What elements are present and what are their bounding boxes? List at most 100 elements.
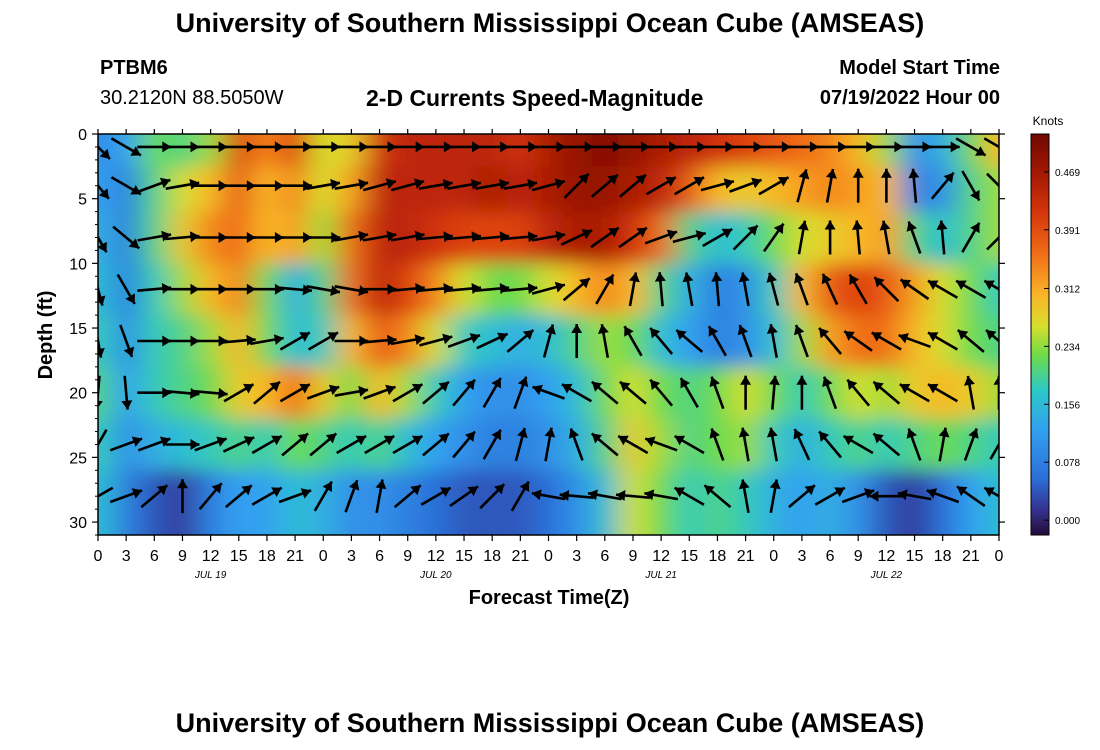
current-arrow	[852, 220, 863, 255]
heatmap-cell	[816, 470, 846, 535]
current-arrow	[936, 220, 948, 255]
heatmap-cell	[984, 315, 999, 368]
current-arrow	[531, 230, 566, 242]
heatmap-cell	[309, 166, 339, 213]
current-arrow	[109, 488, 143, 504]
footer-title: University of Southern Mississippi Ocean…	[175, 708, 925, 738]
current-arrow	[306, 178, 341, 190]
heatmap-cell	[337, 166, 367, 213]
heatmap-cell	[98, 470, 115, 535]
current-arrow	[482, 429, 502, 460]
heatmap-cell	[281, 470, 311, 535]
x-tick-label: 0	[544, 548, 553, 565]
current-arrow	[675, 329, 704, 353]
heatmap-cell	[112, 470, 142, 535]
current-arrow	[390, 283, 425, 294]
current-arrow	[513, 376, 529, 410]
x-tick-label: 0	[94, 548, 103, 565]
current-arrow	[738, 427, 750, 462]
current-arrow	[930, 171, 955, 200]
heatmap-cell	[224, 134, 254, 168]
current-arrow	[619, 173, 647, 198]
heatmap-cell	[928, 470, 958, 535]
current-arrow	[986, 235, 999, 251]
current-arrow	[334, 230, 369, 242]
current-arrow	[985, 329, 999, 343]
heatmap-cell	[168, 166, 198, 213]
current-arrow	[796, 375, 808, 410]
current-arrow	[531, 178, 566, 192]
current-arrow	[98, 486, 114, 498]
current-arrow	[703, 484, 732, 509]
heatmap-cell	[478, 166, 508, 213]
current-arrow	[843, 330, 873, 352]
current-arrow	[766, 323, 778, 358]
colorbar-title: Knots	[1033, 114, 1064, 128]
current-arrow	[559, 490, 594, 501]
heatmap-cell	[393, 470, 423, 535]
heatmap-cell	[759, 166, 789, 213]
current-arrow	[871, 331, 902, 351]
current-arrow	[797, 220, 809, 255]
current-arrow	[110, 137, 142, 157]
current-arrow	[278, 488, 312, 504]
current-arrow	[732, 224, 759, 251]
current-arrow	[738, 272, 750, 307]
current-arrow	[452, 430, 476, 459]
heatmap-cell	[590, 470, 620, 535]
current-arrow	[595, 273, 615, 305]
heatmap-cell	[98, 418, 115, 472]
heatmap-cell	[900, 134, 930, 168]
current-arrow	[363, 384, 396, 400]
current-arrow	[249, 334, 284, 346]
current-arrow	[702, 227, 733, 248]
current-arrow	[925, 141, 960, 153]
x-tick-label: 0	[769, 548, 778, 565]
heatmap-cell	[478, 134, 508, 168]
heatmap-cell	[450, 470, 480, 535]
x-tick-label: 15	[680, 548, 698, 565]
x-tick-label: 15	[906, 548, 924, 565]
current-arrow	[927, 383, 959, 403]
current-arrow	[362, 334, 397, 346]
heatmap-cell	[647, 470, 677, 535]
x-tick-label: 0	[995, 548, 1004, 565]
current-arrow	[121, 375, 133, 410]
current-arrow	[619, 380, 647, 405]
station-id: PTBM6	[100, 57, 168, 79]
current-arrow	[824, 220, 836, 255]
x-tick-label: 3	[572, 548, 581, 565]
current-arrow	[852, 168, 864, 203]
heatmap-cell	[196, 134, 226, 168]
x-tick-label: 9	[178, 548, 187, 565]
heatmap-cell	[309, 134, 339, 168]
current-arrow	[818, 327, 842, 355]
current-arrow	[568, 428, 584, 461]
heatmap-cell	[984, 366, 999, 420]
current-arrow	[198, 482, 223, 511]
current-arrow	[955, 137, 987, 157]
current-arrow	[251, 434, 283, 455]
heatmap-cell	[956, 166, 986, 213]
current-arrow	[561, 383, 593, 403]
current-arrow	[544, 427, 556, 462]
heatmap-cell	[984, 418, 999, 472]
heatmap-cell	[647, 166, 677, 213]
current-arrow	[110, 176, 142, 196]
current-arrow	[503, 231, 538, 243]
current-arrow	[729, 177, 763, 193]
current-arrow	[177, 479, 188, 514]
x-tick-label: 3	[797, 548, 806, 565]
heatmap-cell	[590, 166, 620, 213]
heatmap-cell	[196, 470, 226, 535]
current-arrow	[822, 376, 838, 410]
x-tick-label: 18	[258, 548, 276, 565]
current-arrow	[362, 178, 397, 192]
colorbar-tick-label: 0.156	[1055, 400, 1080, 411]
current-arrow	[116, 273, 136, 305]
current-arrow	[825, 168, 837, 203]
heatmap-cell	[872, 134, 902, 168]
current-arrow	[334, 178, 369, 190]
colorbar-tick-label: 0.078	[1055, 458, 1080, 469]
current-arrow	[475, 178, 510, 190]
